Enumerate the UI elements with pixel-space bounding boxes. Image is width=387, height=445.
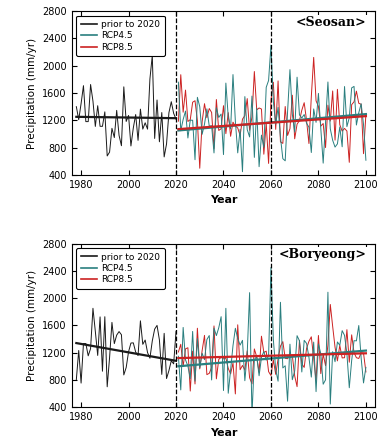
Y-axis label: Precipitation (mm/yr): Precipitation (mm/yr) bbox=[27, 270, 36, 381]
X-axis label: Year: Year bbox=[210, 195, 237, 205]
Y-axis label: Precipitation (mm/yr): Precipitation (mm/yr) bbox=[27, 37, 36, 149]
Text: <Seosan>: <Seosan> bbox=[296, 16, 366, 29]
Legend: prior to 2020, RCP4.5, RCP8.5: prior to 2020, RCP4.5, RCP8.5 bbox=[76, 248, 165, 288]
X-axis label: Year: Year bbox=[210, 428, 237, 437]
Legend: prior to 2020, RCP4.5, RCP8.5: prior to 2020, RCP4.5, RCP8.5 bbox=[76, 16, 165, 56]
Text: <Boryeong>: <Boryeong> bbox=[278, 248, 366, 261]
